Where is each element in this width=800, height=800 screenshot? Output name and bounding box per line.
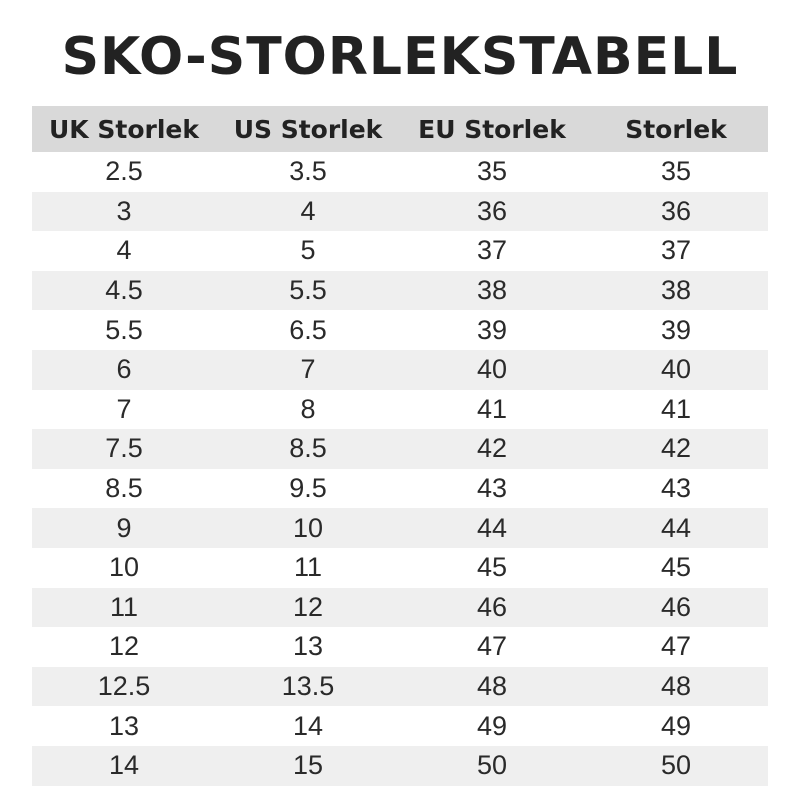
column-header-uk: UK Storlek [49, 114, 199, 144]
us-size-cell: 7 [300, 354, 316, 385]
eu-size-cell: 45 [476, 552, 508, 583]
table-row: 4.5 5.5 38 38 [32, 270, 768, 311]
storlek-cell: 46 [660, 591, 692, 622]
us-size-cell: 6.5 [289, 314, 327, 345]
storlek-cell: 35 [660, 156, 692, 187]
table-row: 13 14 49 49 [32, 706, 768, 746]
column-header-us: US Storlek [233, 114, 383, 144]
table-header-row: UK Storlek US Storlek EU Storlek Storlek [32, 106, 768, 152]
eu-size-cell: 40 [476, 354, 508, 385]
storlek-cell: 49 [660, 710, 692, 741]
uk-size-cell: 5.5 [105, 314, 143, 345]
table-row: 2.5 3.5 35 35 [32, 152, 768, 192]
storlek-cell: 43 [660, 473, 692, 504]
table-row: 11 12 46 46 [32, 587, 768, 628]
table-row: 10 11 45 45 [32, 548, 768, 588]
us-size-cell: 3.5 [289, 156, 327, 187]
eu-size-cell: 46 [476, 591, 508, 622]
page-title: SKO-STORLEKSTABELL [61, 27, 739, 87]
table-row: 5.5 6.5 39 39 [32, 310, 768, 350]
us-size-cell: 10 [292, 512, 324, 543]
uk-size-cell: 2.5 [105, 156, 143, 187]
table-row: 12.5 13.5 48 48 [32, 666, 768, 707]
uk-size-cell: 14 [108, 750, 140, 781]
eu-size-cell: 43 [476, 473, 508, 504]
us-size-cell: 12 [292, 591, 324, 622]
us-size-cell: 13 [292, 631, 324, 662]
us-size-cell: 8 [300, 393, 316, 424]
table-row: 9 10 44 44 [32, 508, 768, 548]
eu-size-cell: 41 [476, 393, 508, 424]
size-table: UK Storlek US Storlek EU Storlek Storlek… [32, 106, 768, 786]
us-size-cell: 8.5 [289, 433, 327, 464]
uk-size-cell: 11 [109, 591, 139, 622]
eu-size-cell: 42 [476, 433, 508, 464]
storlek-cell: 41 [660, 393, 692, 424]
eu-size-cell: 36 [476, 195, 508, 226]
uk-size-cell: 9 [116, 512, 132, 543]
table-row: 14 15 50 50 [32, 745, 768, 786]
us-size-cell: 11 [293, 552, 323, 583]
table-row: 7.5 8.5 42 42 [32, 429, 768, 469]
storlek-cell: 47 [660, 631, 692, 662]
eu-size-cell: 35 [476, 156, 508, 187]
storlek-cell: 45 [660, 552, 692, 583]
us-size-cell: 15 [292, 750, 324, 781]
column-header-storlek: Storlek [625, 114, 727, 144]
eu-size-cell: 39 [476, 314, 508, 345]
uk-size-cell: 7.5 [105, 433, 143, 464]
table-row: 8.5 9.5 43 43 [32, 469, 768, 509]
storlek-cell: 37 [660, 235, 692, 266]
uk-size-cell: 4 [116, 235, 132, 266]
storlek-cell: 39 [660, 314, 692, 345]
us-size-cell: 9.5 [289, 473, 327, 504]
eu-size-cell: 38 [476, 275, 508, 306]
eu-size-cell: 50 [476, 750, 508, 781]
us-size-cell: 4 [300, 195, 316, 226]
uk-size-cell: 3 [116, 195, 132, 226]
eu-size-cell: 37 [476, 235, 508, 266]
uk-size-cell: 10 [108, 552, 140, 583]
table-row: 7 8 41 41 [32, 390, 768, 430]
storlek-cell: 36 [660, 195, 692, 226]
eu-size-cell: 47 [476, 631, 508, 662]
us-size-cell: 13.5 [281, 671, 335, 702]
uk-size-cell: 7 [116, 393, 132, 424]
uk-size-cell: 12 [108, 631, 140, 662]
storlek-cell: 38 [660, 275, 692, 306]
storlek-cell: 48 [660, 671, 692, 702]
eu-size-cell: 48 [476, 671, 508, 702]
table-row: 3 4 36 36 [32, 191, 768, 232]
uk-size-cell: 13 [108, 710, 140, 741]
table-row: 4 5 37 37 [32, 231, 768, 271]
us-size-cell: 5.5 [289, 275, 327, 306]
us-size-cell: 5 [300, 235, 316, 266]
uk-size-cell: 4.5 [105, 275, 143, 306]
storlek-cell: 42 [660, 433, 692, 464]
table-row: 6 7 40 40 [32, 349, 768, 390]
us-size-cell: 14 [292, 710, 324, 741]
eu-size-cell: 44 [476, 512, 508, 543]
storlek-cell: 50 [660, 750, 692, 781]
uk-size-cell: 8.5 [105, 473, 143, 504]
storlek-cell: 40 [660, 354, 692, 385]
storlek-cell: 44 [660, 512, 692, 543]
eu-size-cell: 49 [476, 710, 508, 741]
uk-size-cell: 12.5 [97, 671, 151, 702]
table-row: 12 13 47 47 [32, 627, 768, 667]
column-header-eu: EU Storlek [418, 114, 566, 144]
uk-size-cell: 6 [116, 354, 132, 385]
